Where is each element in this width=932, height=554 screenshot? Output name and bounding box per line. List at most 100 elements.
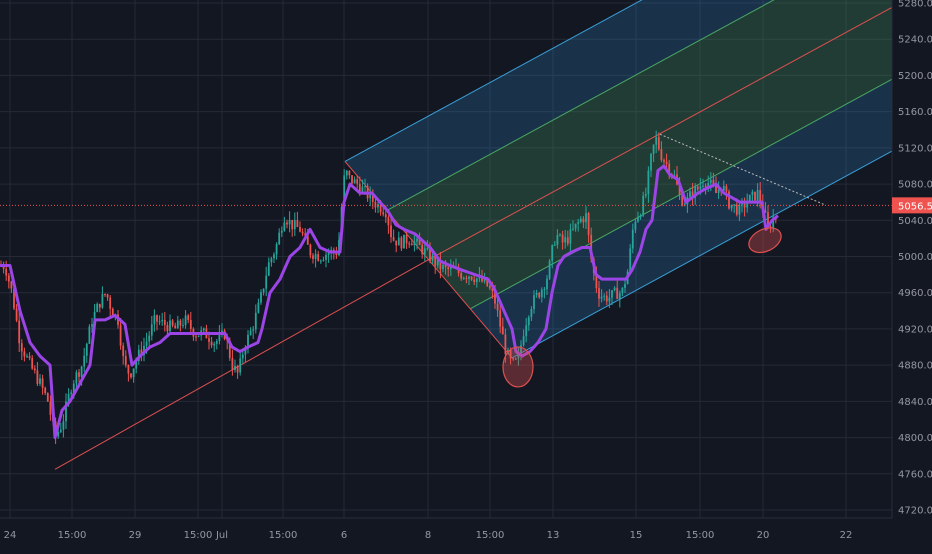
candle-body xyxy=(127,365,130,374)
candle-body xyxy=(634,221,637,230)
candle-body xyxy=(208,338,210,342)
price-tick-label: 5200.0 xyxy=(898,71,932,82)
candle-body xyxy=(678,184,681,195)
time-tick-label: 22 xyxy=(840,530,853,541)
candle-body xyxy=(709,179,712,183)
candle-body xyxy=(735,204,738,215)
candle-body xyxy=(15,308,18,321)
candle-body xyxy=(514,358,517,360)
candle-body xyxy=(769,226,772,228)
candle-body xyxy=(158,321,161,323)
candle-body xyxy=(397,237,400,246)
candle-body xyxy=(660,149,663,161)
price-tick-label: 4800.0 xyxy=(898,433,932,444)
candle-body xyxy=(49,401,52,415)
candle-body xyxy=(179,320,182,326)
candle-body xyxy=(93,311,96,325)
candle-body xyxy=(533,295,535,310)
price-tick-label: 4920.0 xyxy=(898,324,932,335)
candle-body xyxy=(553,244,556,246)
candle-body xyxy=(475,278,478,283)
candle-body xyxy=(426,248,429,250)
candle-body xyxy=(249,330,252,335)
candle-body xyxy=(520,345,522,355)
candle-body xyxy=(283,222,286,231)
candle-body xyxy=(746,202,749,208)
candle-body xyxy=(312,255,314,259)
candle-body xyxy=(91,324,93,327)
candle-body xyxy=(540,289,543,298)
candle-body xyxy=(572,228,574,230)
candle-body xyxy=(262,288,265,293)
candle-body xyxy=(436,259,439,266)
time-tick-label: 15:00 xyxy=(476,530,505,541)
candle-body xyxy=(629,248,632,272)
candle-body xyxy=(184,315,187,326)
candle-body xyxy=(145,341,148,346)
candle-body xyxy=(470,276,473,280)
time-tick-label: 8 xyxy=(425,530,431,541)
candle-body xyxy=(759,190,762,202)
candle-body xyxy=(361,186,364,193)
candle-body xyxy=(322,259,325,261)
time-tick-label: 24 xyxy=(4,530,17,541)
annotation-layer[interactable] xyxy=(0,133,892,388)
candle-body xyxy=(358,183,361,193)
trend-indicator-line xyxy=(0,164,779,440)
candle-body xyxy=(624,284,626,288)
candle-body xyxy=(681,194,684,206)
pitchfork-channel[interactable] xyxy=(54,0,893,470)
pitchfork-handle xyxy=(54,259,429,470)
candle-body xyxy=(109,297,112,309)
candle-body xyxy=(637,217,639,222)
candle-body xyxy=(23,351,26,357)
candle-body xyxy=(106,294,109,298)
price-tick-label: 5280.0 xyxy=(898,0,932,10)
candle-body xyxy=(96,303,99,312)
candle-body xyxy=(574,223,577,229)
candle-body xyxy=(728,191,730,209)
candle-body xyxy=(494,290,496,304)
candle-body xyxy=(429,248,431,261)
time-tick-label: 15:00 xyxy=(686,530,715,541)
candle-body xyxy=(41,378,44,388)
candle-body xyxy=(486,277,489,286)
candle-body xyxy=(408,243,411,245)
candle-body xyxy=(101,293,104,308)
candle-body xyxy=(267,262,270,276)
dotted-trendline xyxy=(659,133,826,206)
candle-body xyxy=(767,212,769,227)
time-axis[interactable]: 24 15:00 29 15:00 Jul 15:00 6 8 15:00 13 15 15:00 20… xyxy=(0,517,932,550)
time-tick-label: 29 xyxy=(129,530,142,541)
candle-body xyxy=(163,319,166,326)
candle-body xyxy=(7,275,10,282)
candle-body xyxy=(535,292,538,296)
candle-body xyxy=(62,421,65,430)
candle-body xyxy=(111,308,114,317)
candle-body xyxy=(70,392,73,394)
pitchfork-line xyxy=(386,0,775,211)
candle-body xyxy=(260,292,262,303)
candle-body xyxy=(150,324,153,336)
candle-body xyxy=(647,170,650,195)
candle-body xyxy=(551,245,554,261)
candle-body xyxy=(327,253,330,255)
price-axis[interactable]: 4720.0 4760.0 4800.0 4840.0 4880.0 4920.0 4960… xyxy=(891,0,932,550)
highlight-ellipse xyxy=(748,227,782,254)
grid-layer xyxy=(0,0,892,518)
candle-body xyxy=(382,212,385,215)
candle-body xyxy=(509,349,512,359)
candle-body xyxy=(434,255,437,266)
candle-body xyxy=(421,244,424,255)
time-tick-label: 20 xyxy=(757,530,770,541)
candle-body xyxy=(392,237,395,241)
candle-body xyxy=(166,325,169,332)
candle-body xyxy=(273,254,275,259)
candle-body xyxy=(202,328,205,331)
candle-body xyxy=(26,356,28,358)
candle-body xyxy=(36,370,39,384)
candle-body xyxy=(130,373,132,378)
candle-body xyxy=(566,237,569,244)
